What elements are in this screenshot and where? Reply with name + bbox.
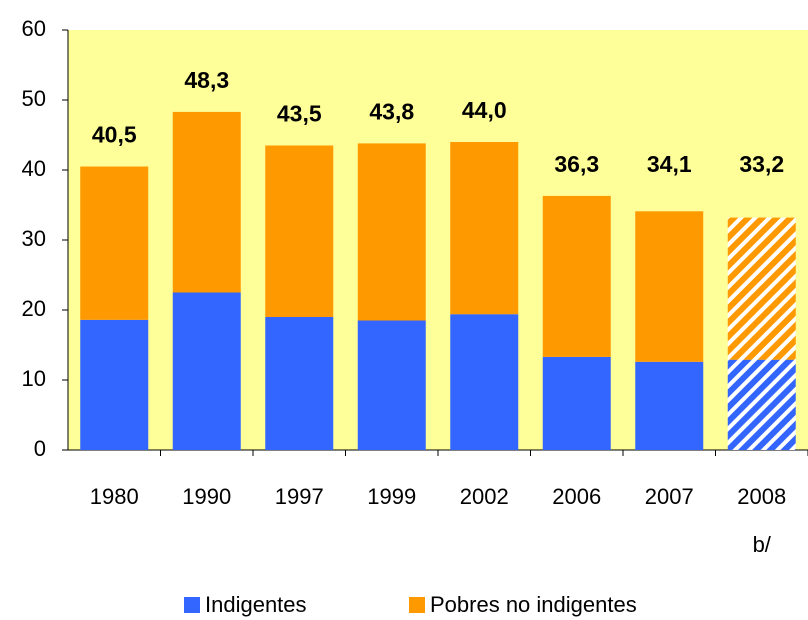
legend-swatch [409,597,425,613]
x-tick-label: 2002 [460,484,509,509]
total-label: 43,5 [277,101,322,127]
y-tick-label: 30 [22,226,46,251]
bar-segment [265,317,334,450]
total-label: 43,8 [369,98,414,124]
y-tick-label: 50 [22,86,46,111]
total-label: 44,0 [462,97,507,123]
legend-label: Indigentes [205,592,307,617]
bar-segment [80,166,149,320]
bar-segment [357,143,426,321]
total-label: 48,3 [184,67,229,93]
bar-segment [265,145,334,317]
bar-segment [635,361,704,450]
total-label: 40,5 [92,122,137,148]
y-tick-label: 0 [34,436,46,461]
legend-swatch [184,597,200,613]
bar-segment [542,356,611,450]
bar-segment [357,320,426,450]
y-tick-label: 40 [22,156,46,181]
bar-segment [172,111,241,293]
x-tick-note: b/ [753,532,772,557]
bar-segment [172,292,241,450]
bar-segment [80,319,149,450]
bar-segment [450,314,519,450]
x-tick-label: 2008 [737,484,786,509]
legend-label: Pobres no indigentes [430,592,637,617]
x-tick-label: 2007 [645,484,694,509]
x-tick-label: 2006 [552,484,601,509]
x-tick-label: 1990 [182,484,231,509]
total-label: 34,1 [647,151,692,177]
x-tick-label: 1980 [90,484,139,509]
x-tick-label: 1997 [275,484,324,509]
total-label: 36,3 [554,151,599,177]
x-tick-label: 1999 [367,484,416,509]
total-label: 33,2 [739,151,784,177]
bar-segment [450,142,519,315]
y-tick-label: 10 [22,366,46,391]
bar-segment [727,217,796,360]
bar-segment [635,211,704,362]
bar-segment [542,195,611,357]
y-tick-label: 60 [22,16,46,41]
bar-segment [727,359,796,450]
y-tick-label: 20 [22,296,46,321]
